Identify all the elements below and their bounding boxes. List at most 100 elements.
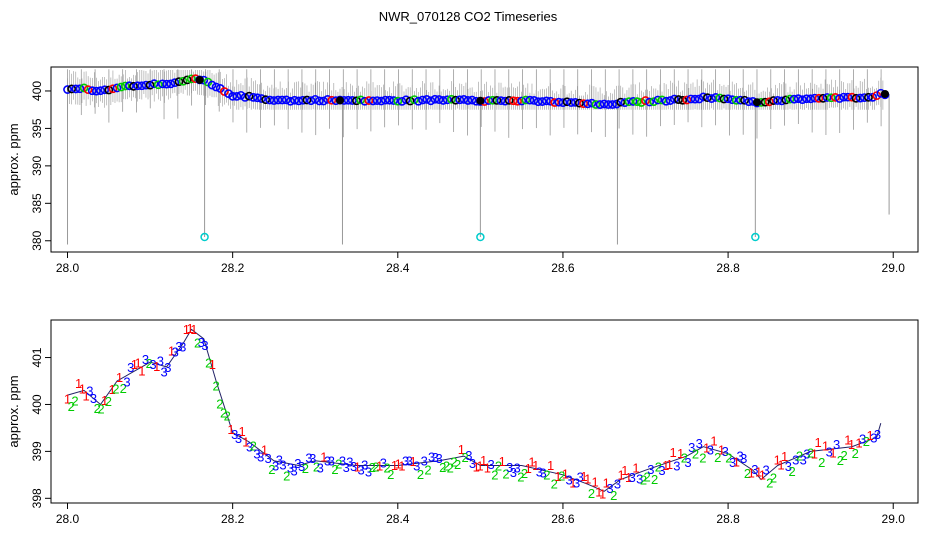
marker-3: 3 (740, 451, 747, 466)
data-point (542, 96, 551, 106)
marker-1: 1 (625, 470, 632, 485)
data-point (438, 96, 448, 105)
marker-3: 3 (792, 453, 799, 468)
data-point (228, 91, 238, 101)
marker-1: 1 (190, 322, 197, 337)
marker-1: 1 (398, 458, 405, 473)
bottom-x-tick-label: 28.6 (551, 512, 575, 526)
marker-2: 2 (837, 453, 844, 468)
marker-3: 3 (365, 465, 372, 480)
marker-3: 3 (253, 447, 260, 462)
marker-3: 3 (298, 459, 305, 474)
data-point (162, 79, 171, 89)
marker-2: 2 (450, 454, 457, 469)
marker-1: 1 (532, 458, 539, 473)
top-x-tick-label: 28.4 (386, 261, 410, 275)
data-point (496, 96, 506, 106)
marker-3: 3 (123, 374, 130, 389)
marker-3: 3 (90, 391, 97, 406)
data-point (789, 94, 799, 104)
data-point (657, 95, 667, 105)
marker-2: 2 (205, 355, 212, 370)
marker-2: 2 (521, 466, 528, 481)
marker-1: 1 (153, 359, 160, 374)
data-point (595, 100, 605, 109)
marker-2: 2 (644, 470, 651, 485)
data-point (859, 93, 869, 103)
marker-2: 2 (655, 460, 662, 475)
marker-2: 2 (250, 439, 257, 454)
marker-1: 1 (131, 357, 138, 372)
marker-3: 3 (317, 461, 324, 476)
marker-2: 2 (335, 457, 342, 472)
marker-3: 3 (339, 453, 346, 468)
data-point (587, 98, 597, 108)
data-point (442, 95, 452, 105)
data-point (802, 94, 811, 104)
marker-2: 2 (194, 335, 201, 350)
data-point (372, 96, 382, 105)
marker-3: 3 (164, 360, 171, 375)
data-point (570, 97, 580, 107)
data-point (575, 98, 584, 108)
data-point (864, 92, 873, 102)
data-point (434, 95, 444, 104)
data-point (616, 97, 626, 107)
data-point (818, 93, 828, 103)
marker-1: 1 (101, 393, 108, 408)
data-point (368, 96, 378, 106)
marker-3: 3 (469, 456, 476, 471)
averaged-points (63, 74, 890, 109)
data-point (265, 95, 275, 105)
marker-3: 3 (294, 456, 301, 471)
break-point (195, 75, 204, 84)
data-point (67, 84, 77, 94)
bottom-y-tick-label: 400 (30, 394, 44, 414)
data-point (500, 96, 510, 106)
marker-2: 2 (517, 470, 524, 485)
marker-3: 3 (751, 462, 758, 477)
data-point (306, 96, 316, 106)
marker-2: 2 (543, 468, 550, 483)
data-point (843, 92, 853, 102)
marker-3: 3 (614, 476, 621, 491)
marker-1: 1 (376, 458, 383, 473)
bottom-plot-frame (50, 319, 919, 504)
marker-3: 3 (636, 471, 643, 486)
data-point (855, 93, 865, 103)
marker-3: 3 (762, 463, 769, 478)
data-point (393, 96, 403, 106)
marker-1: 1 (718, 443, 725, 458)
marker-3: 3 (235, 431, 242, 446)
bottom-x-tick-label: 28.0 (56, 512, 80, 526)
data-point (698, 92, 708, 102)
data-point (537, 97, 547, 106)
marker-3: 3 (324, 454, 331, 469)
bottom-x-tick-label: 28.4 (386, 512, 410, 526)
data-point (868, 92, 877, 102)
data-point (736, 95, 745, 105)
marker-1: 1 (621, 463, 628, 478)
data-point (678, 95, 688, 105)
marker-2: 2 (105, 394, 112, 409)
data-point (356, 95, 366, 105)
marker-2: 2 (502, 466, 509, 481)
data-point (566, 98, 576, 107)
marker-3: 3 (361, 458, 368, 473)
marker-1: 1 (662, 458, 669, 473)
data-point (277, 95, 287, 105)
marker-1: 1 (458, 442, 465, 457)
marker-2: 2 (383, 461, 390, 476)
data-point (686, 94, 696, 104)
marker-1: 1 (209, 357, 216, 372)
marker-2: 2 (699, 451, 706, 466)
data-point (298, 95, 308, 105)
marker-1: 1 (82, 388, 89, 403)
marker-3: 3 (606, 481, 613, 496)
data-point (422, 95, 432, 104)
marker-2: 2 (372, 459, 379, 474)
marker-1: 1 (781, 449, 788, 464)
cyan-point (751, 232, 760, 242)
data-point (558, 98, 568, 107)
data-point (153, 80, 163, 90)
